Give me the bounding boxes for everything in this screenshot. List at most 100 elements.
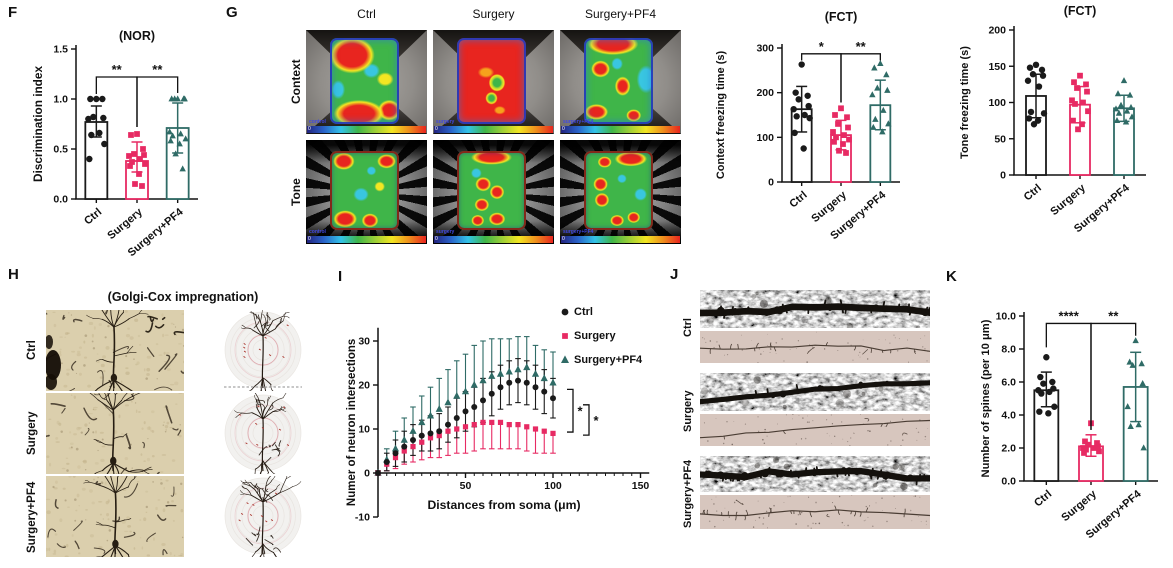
svg-text:-10: -10 bbox=[355, 512, 370, 524]
panel-k-label: K bbox=[946, 268, 957, 285]
panel-f-label: F bbox=[8, 4, 18, 21]
context-freezing-chart: (FCT) Context freezing time (s) 0 100 200 300… bbox=[710, 6, 912, 258]
svg-text:**: ** bbox=[856, 39, 867, 54]
panel-g-label: G bbox=[226, 4, 238, 21]
svg-text:150: 150 bbox=[988, 61, 1006, 73]
svg-text:**: ** bbox=[112, 62, 123, 77]
svg-text:200: 200 bbox=[756, 87, 774, 99]
context-surgery-heatmap bbox=[457, 38, 527, 124]
svg-text:*: * bbox=[593, 413, 599, 428]
heatmap-tag: surgery bbox=[436, 119, 455, 125]
colorbar-min-label: 0 bbox=[562, 126, 565, 132]
dendrite-image-ctrl bbox=[700, 290, 930, 328]
neuron-tracing-surgery bbox=[206, 393, 320, 474]
tone-freezing-chart: (FCT) Tone freezing time (s) 0 50 100 150 200 C… bbox=[950, 2, 1170, 254]
svg-text:Ctrl: Ctrl bbox=[574, 306, 593, 318]
golgi-cox-title: (Golgi-Cox impregnation) bbox=[107, 290, 259, 304]
svg-text:Surgery: Surgery bbox=[105, 206, 145, 242]
svg-text:Ctrl: Ctrl bbox=[1032, 488, 1054, 509]
dendrite-tracing-surgery bbox=[700, 414, 930, 446]
j-row-label-surgery: Surgery bbox=[682, 390, 694, 432]
tone-surgery-pf4-heatmap bbox=[584, 151, 654, 231]
h-row-label-surgery: Surgery bbox=[26, 411, 38, 456]
tone-ctrl-heatmap bbox=[330, 151, 400, 231]
panel-h-label: H bbox=[8, 266, 19, 283]
heatmap-tag: surgery+PF4 bbox=[563, 229, 594, 235]
svg-text:2.0: 2.0 bbox=[1001, 443, 1016, 455]
svg-text:Ctrl: Ctrl bbox=[787, 189, 809, 210]
heat-colorbar bbox=[434, 236, 553, 243]
golgi-image-surgery bbox=[46, 393, 184, 474]
j-row-label-ctrl: Ctrl bbox=[682, 318, 694, 338]
svg-text:Tone freezing time (s): Tone freezing time (s) bbox=[959, 46, 971, 159]
golgi-image-ctrl bbox=[46, 310, 184, 391]
svg-text:50: 50 bbox=[994, 133, 1006, 145]
dendrite-image-surgery bbox=[700, 373, 930, 411]
heatmap-tag: control bbox=[309, 229, 326, 235]
tone-surgery-heatmap bbox=[457, 151, 527, 231]
h-row-label-surgery-pf4: Surgery+PF4 bbox=[26, 481, 38, 553]
g-row-label-tone: Tone bbox=[289, 178, 303, 206]
svg-text:10: 10 bbox=[358, 424, 370, 436]
panel-j-label: J bbox=[670, 266, 679, 283]
nor-discrimination-chart: (NOR) Discrimination index 0.0 0.5 1.0 1.5 Ctr… bbox=[28, 22, 216, 274]
svg-text:Ctrl: Ctrl bbox=[82, 206, 104, 227]
sholl-svg: Numer of neuron intersections -10 0 10 20 30 5… bbox=[346, 306, 649, 524]
heat-colorbar bbox=[307, 236, 426, 243]
svg-text:Numer of neuron intersections: Numer of neuron intersections bbox=[346, 339, 358, 506]
neuron-tracing-ctrl bbox=[206, 310, 320, 391]
svg-text:0.0: 0.0 bbox=[1001, 476, 1016, 488]
svg-text:****: **** bbox=[1059, 308, 1080, 323]
svg-text:**: ** bbox=[1108, 308, 1119, 323]
heatmap-context-surgery-pf4: surgery+PF4 0 bbox=[560, 30, 681, 134]
svg-text:Distances from soma (μm): Distances from soma (μm) bbox=[427, 498, 580, 512]
heat-colorbar bbox=[561, 236, 680, 243]
heatmap-tone-surgery-pf4: surgery+PF4 0 bbox=[560, 140, 681, 244]
colorbar-min-label: 0 bbox=[435, 236, 438, 242]
g-col-header-surgery: Surgery bbox=[472, 7, 515, 21]
heatmap-tag: control bbox=[309, 119, 326, 125]
fct_context-svg: (FCT) Context freezing time (s) 0 100 200 300… bbox=[715, 10, 900, 242]
svg-text:**: ** bbox=[152, 62, 163, 77]
colorbar-min-label: 0 bbox=[308, 236, 311, 242]
svg-text:0.0: 0.0 bbox=[53, 194, 68, 206]
dendrite-image-surgery-pf4 bbox=[700, 456, 930, 492]
dendrite-tracing-ctrl bbox=[700, 331, 930, 363]
svg-text:300: 300 bbox=[756, 43, 774, 55]
svg-text:100: 100 bbox=[988, 97, 1006, 109]
svg-text:1.0: 1.0 bbox=[53, 94, 68, 106]
nor-svg: (NOR) Discrimination index 0.0 0.5 1.0 1.5 Ctr… bbox=[31, 29, 198, 259]
colorbar-min-label: 0 bbox=[562, 236, 565, 242]
sholl-analysis-chart: Numer of neuron intersections -10 0 10 20 30 5… bbox=[345, 283, 667, 568]
heatmap-context-surgery: surgery 0 bbox=[433, 30, 554, 134]
heatmap-context-ctrl: control 0 bbox=[306, 30, 427, 134]
svg-text:4.0: 4.0 bbox=[1001, 410, 1016, 422]
heatmap-tag: surgery bbox=[436, 229, 455, 235]
svg-text:50: 50 bbox=[460, 480, 472, 492]
svg-text:0: 0 bbox=[1000, 170, 1006, 182]
heat-colorbar bbox=[307, 126, 426, 133]
heat-colorbar bbox=[434, 126, 553, 133]
spines-svg: Number of spines (per 10 μm) 0.0 2.0 4.0 6.0… bbox=[980, 308, 1158, 541]
golgi-image-surgery-pf4 bbox=[46, 476, 184, 557]
g-col-header-ctrl: Ctrl bbox=[357, 7, 376, 21]
context-ctrl-heatmap bbox=[330, 38, 400, 124]
svg-text:(NOR): (NOR) bbox=[119, 29, 155, 43]
svg-text:100: 100 bbox=[544, 480, 562, 492]
svg-text:0: 0 bbox=[768, 177, 774, 189]
svg-text:8.0: 8.0 bbox=[1001, 344, 1016, 356]
colorbar-min-label: 0 bbox=[308, 126, 311, 132]
svg-text:200: 200 bbox=[988, 25, 1006, 37]
h-row-label-ctrl: Ctrl bbox=[26, 340, 38, 361]
neuron-tracing-surgery-pf4 bbox=[206, 476, 320, 557]
svg-text:Ctrl: Ctrl bbox=[1022, 182, 1044, 203]
svg-text:Surgery: Surgery bbox=[574, 330, 616, 342]
svg-text:1.5: 1.5 bbox=[53, 44, 68, 56]
svg-text:Surgery+PF4: Surgery+PF4 bbox=[574, 354, 643, 366]
spine-density-chart: Number of spines (per 10 μm) 0.0 2.0 4.0 6.0… bbox=[976, 283, 1172, 566]
svg-text:100: 100 bbox=[756, 132, 774, 144]
panel-i-label: I bbox=[338, 268, 343, 285]
g-col-header-surgery-pf4: Surgery+PF4 bbox=[584, 7, 657, 21]
svg-text:Number of spines (per 10 μm): Number of spines (per 10 μm) bbox=[980, 319, 992, 477]
